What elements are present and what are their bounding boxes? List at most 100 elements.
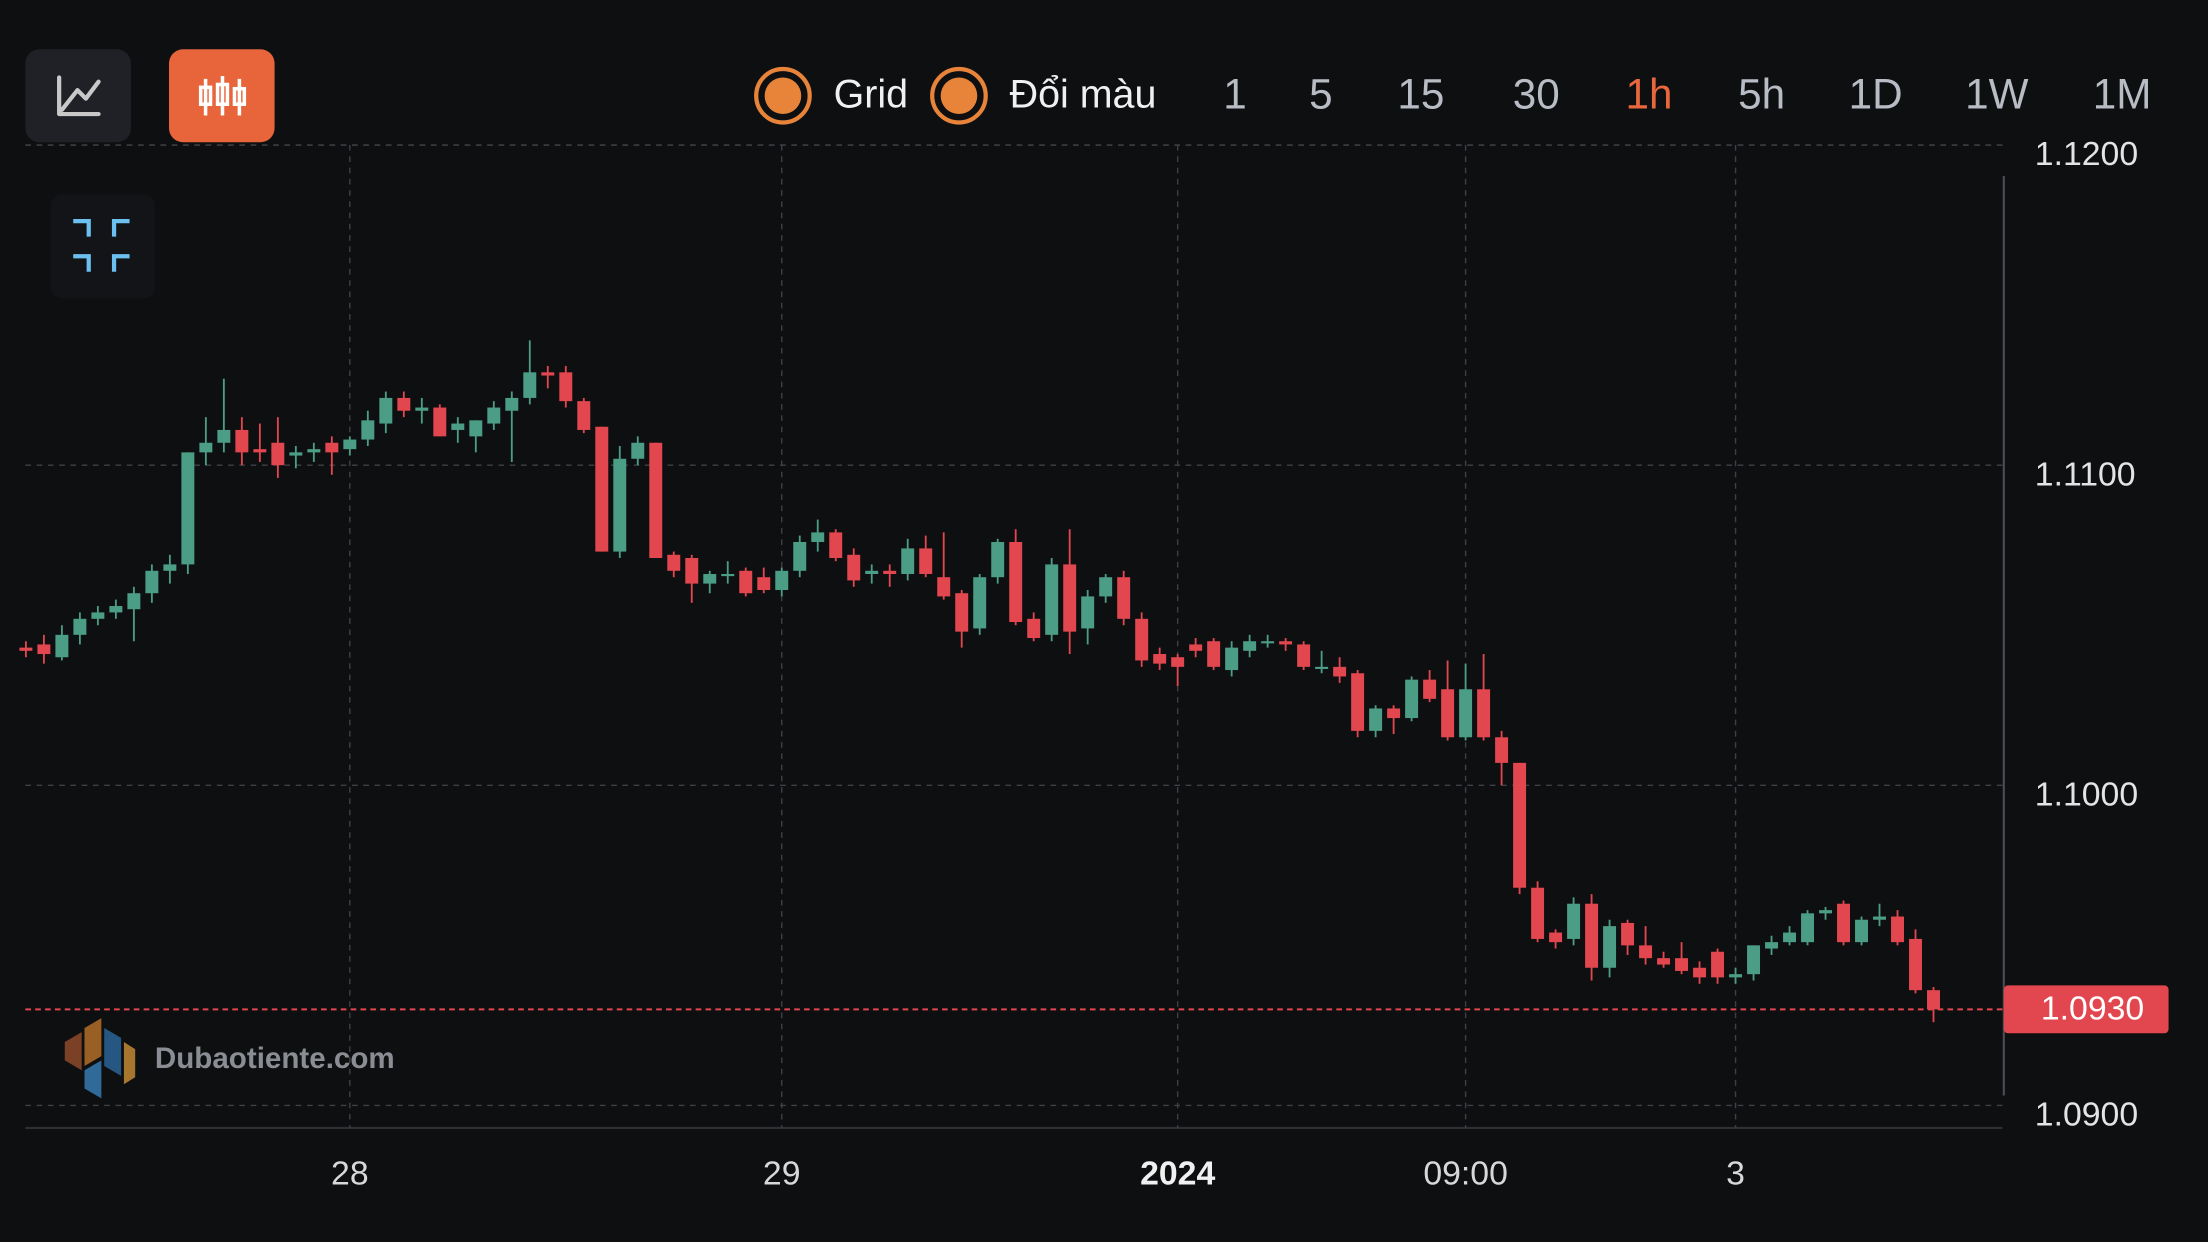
candle-body <box>559 372 573 402</box>
candle-body <box>487 407 501 424</box>
candle-body <box>613 458 627 552</box>
x-tick-label: 09:00 <box>1423 1155 1508 1193</box>
candle-body <box>1711 951 1725 978</box>
candle-body <box>1333 666 1347 677</box>
candle-body <box>163 564 177 571</box>
candle-body <box>379 397 393 424</box>
candle-body <box>1873 916 1886 920</box>
candle-body <box>649 442 663 558</box>
candle-body <box>1027 618 1041 639</box>
candle-body <box>343 439 357 450</box>
candle-body <box>73 618 87 635</box>
axis-labels: 1.0900 1.1000 1.1100 1.1200 28 29 2024 09:00 3 <box>331 135 2138 1193</box>
collapse-button[interactable] <box>50 194 155 299</box>
y-tick-label: 1.1200 <box>2035 135 2138 173</box>
candle-body <box>793 541 807 571</box>
timeframe-button[interactable]: 1W <box>1965 70 2028 117</box>
candle-body <box>1387 708 1401 719</box>
candle-body <box>1675 958 1689 971</box>
candle-body <box>1603 926 1617 968</box>
candle-body <box>1189 644 1203 651</box>
candle-body <box>667 554 681 571</box>
candle-body <box>1927 990 1940 1010</box>
x-tick-label: 3 <box>1726 1155 1745 1193</box>
timeframe-button[interactable]: 1h <box>1625 70 1672 117</box>
candle-body <box>145 570 159 594</box>
candle-body <box>55 634 69 658</box>
candle-body <box>775 570 789 591</box>
candle-body <box>1567 903 1581 939</box>
timeframe-button[interactable]: 1D <box>1849 70 1903 117</box>
timeframe-button[interactable]: 1 <box>1223 70 1247 117</box>
candle-body <box>325 442 339 453</box>
candle-body <box>1351 673 1365 731</box>
candlestick-button[interactable] <box>168 49 275 143</box>
candle-body <box>739 570 753 594</box>
candle-body <box>307 449 321 453</box>
toggle-dot <box>764 77 802 115</box>
candle-body <box>973 577 987 629</box>
candle-body <box>91 612 105 619</box>
x-tick-label: 29 <box>763 1155 801 1193</box>
timeframe-button[interactable]: 30 <box>1513 70 1560 117</box>
candle-body <box>1207 641 1221 667</box>
x-tick-label: 2024 <box>1140 1155 1215 1193</box>
candle-body <box>991 541 1005 578</box>
candle-body <box>271 442 285 466</box>
timeframe-button[interactable]: 5h <box>1738 70 1785 117</box>
timeframe-button[interactable]: 1M <box>2093 70 2152 117</box>
candle-body <box>1171 657 1185 667</box>
toggle-label: Đổi màu <box>1010 73 1157 117</box>
candle-body <box>1621 922 1635 946</box>
y-tick-label: 1.1100 <box>2035 455 2136 493</box>
toggle-ring <box>754 66 812 125</box>
toggle[interactable]: Đổi màu <box>930 66 1157 125</box>
candle-body <box>1297 644 1311 667</box>
candle-body <box>937 577 951 597</box>
candle-body <box>1765 942 1779 949</box>
candle-body <box>1225 647 1239 671</box>
candle-body <box>19 647 33 651</box>
candle-body <box>1639 945 1653 959</box>
candle-body <box>1729 974 1743 978</box>
candle-body <box>1369 708 1383 731</box>
candle-body <box>181 452 195 565</box>
candle-body <box>1585 903 1599 968</box>
candles <box>19 340 1940 1023</box>
toggle[interactable]: Grid <box>754 66 908 125</box>
candle-body <box>1657 958 1671 965</box>
timeframe-group: 1 5 15 30 1h 5h 1D 1W 1M <box>1223 70 2151 117</box>
candle-body <box>505 397 519 411</box>
candle-body <box>1423 679 1437 699</box>
candle-body <box>127 593 141 610</box>
candle-body <box>631 442 645 459</box>
timeframe-button[interactable]: 5 <box>1309 70 1333 117</box>
toggle-group: Grid Đổi màu <box>754 66 1157 125</box>
candle-body <box>1279 641 1293 645</box>
candle-body <box>1783 932 1797 943</box>
watermark-logo <box>64 1018 136 1099</box>
timeframe-button[interactable]: 15 <box>1397 70 1444 117</box>
candle-body <box>1855 919 1868 943</box>
candle-body <box>289 452 303 456</box>
candle-body <box>1063 564 1077 632</box>
grid <box>25 144 2003 1128</box>
candle-body <box>1531 887 1545 939</box>
y-tick-label: 1.1000 <box>2035 775 2138 813</box>
candle-body <box>253 449 267 453</box>
candle-body <box>1045 564 1059 635</box>
candle-body <box>1261 641 1275 644</box>
candle-body <box>1693 967 1707 978</box>
line-chart-button[interactable] <box>25 49 131 143</box>
candle-body <box>1837 903 1851 943</box>
candle-body <box>397 397 411 411</box>
candle-body <box>883 570 897 575</box>
candle-body <box>1819 910 1833 914</box>
last-price-label: 1.0930 <box>2041 990 2144 1028</box>
toggle-dot <box>940 77 978 115</box>
toggle-ring <box>930 66 988 125</box>
candle-body <box>955 593 969 632</box>
candle-body <box>1009 541 1023 623</box>
candle-body <box>541 372 555 376</box>
